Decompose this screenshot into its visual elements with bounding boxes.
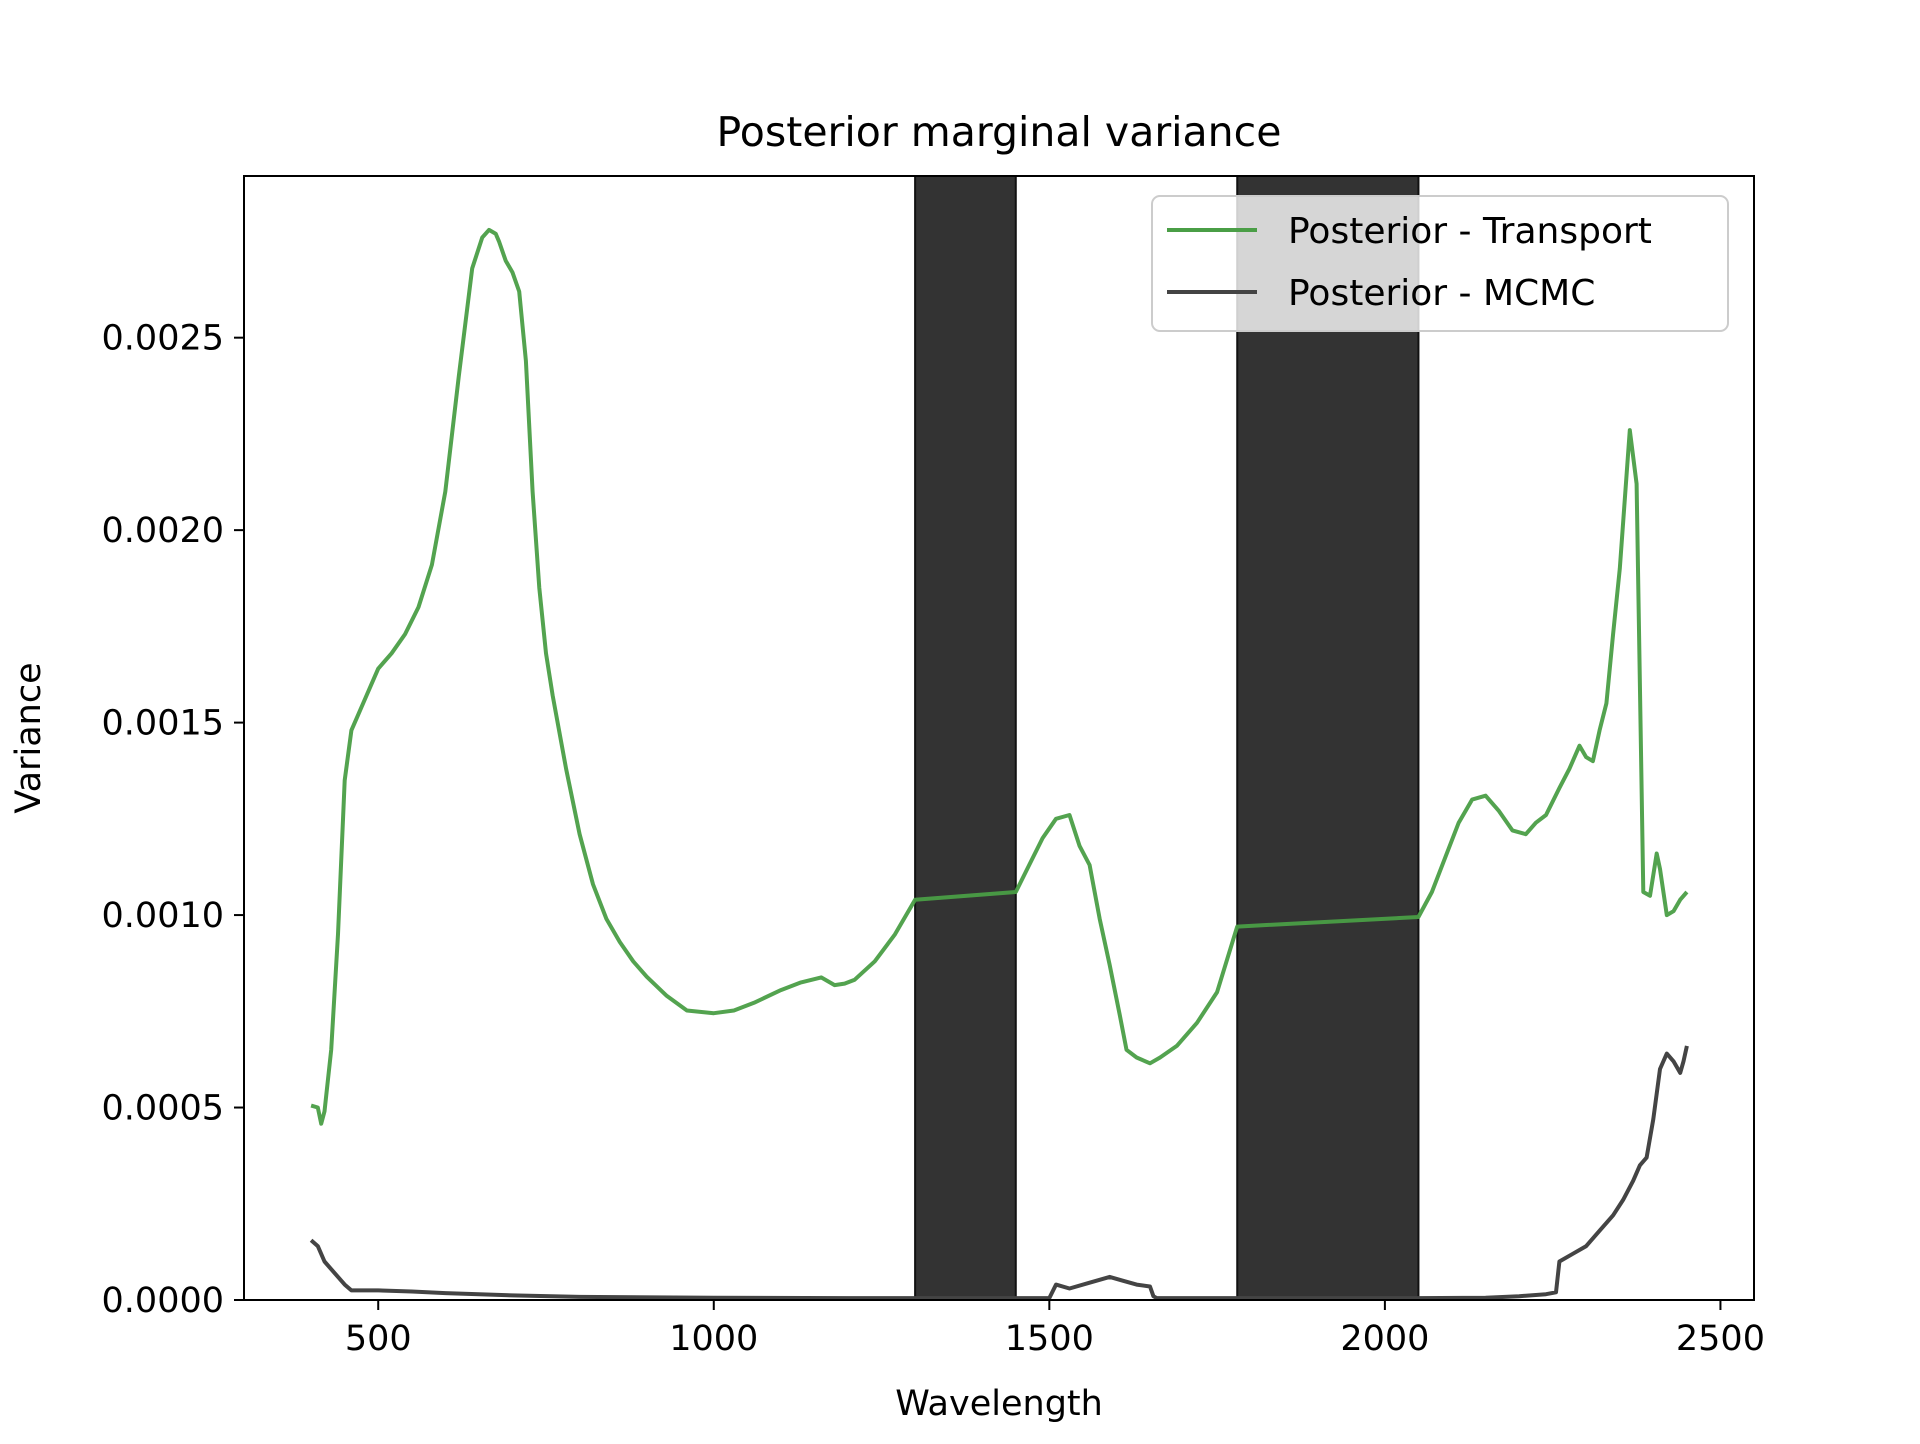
x-tick-label: 2000 — [1340, 1319, 1429, 1359]
y-tick-label: 0.0000 — [102, 1281, 224, 1321]
y-tick-label: 0.0015 — [102, 704, 224, 744]
legend: Posterior - Transport Posterior - MCMC — [1151, 195, 1729, 332]
y-tick-label: 0.0020 — [102, 511, 224, 551]
series-mcmc-line — [309, 1045, 1689, 1301]
legend-label-mcmc: Posterior - MCMC — [1288, 273, 1595, 314]
y-tick-label: 0.0025 — [102, 319, 224, 359]
y-axis-label: Variance — [9, 662, 49, 813]
plot-frame — [243, 175, 1755, 1301]
chart-title: Posterior marginal variance — [717, 108, 1282, 156]
x-tick-label: 500 — [345, 1319, 412, 1359]
x-axis-label: Wavelength — [895, 1384, 1103, 1424]
y-axis: 0.0000 0.0005 0.0010 0.0015 0.0020 0.0025 — [102, 319, 244, 1321]
legend-box — [1151, 195, 1729, 332]
x-axis: 500 1000 1500 2000 2500 — [345, 1300, 1765, 1359]
series-transport-line — [310, 227, 1689, 1126]
y-tick-label: 0.0005 — [102, 1089, 224, 1129]
y-tick-label: 0.0010 — [102, 896, 224, 936]
series-lines — [309, 227, 1689, 1301]
x-tick-label: 1000 — [669, 1319, 758, 1359]
legend-label-transport: Posterior - Transport — [1288, 211, 1652, 252]
x-tick-label: 1500 — [1005, 1319, 1094, 1359]
shaded-band-1 — [1236, 175, 1420, 1301]
shaded-band-0 — [914, 175, 1017, 1301]
x-tick-label: 2500 — [1676, 1319, 1765, 1359]
